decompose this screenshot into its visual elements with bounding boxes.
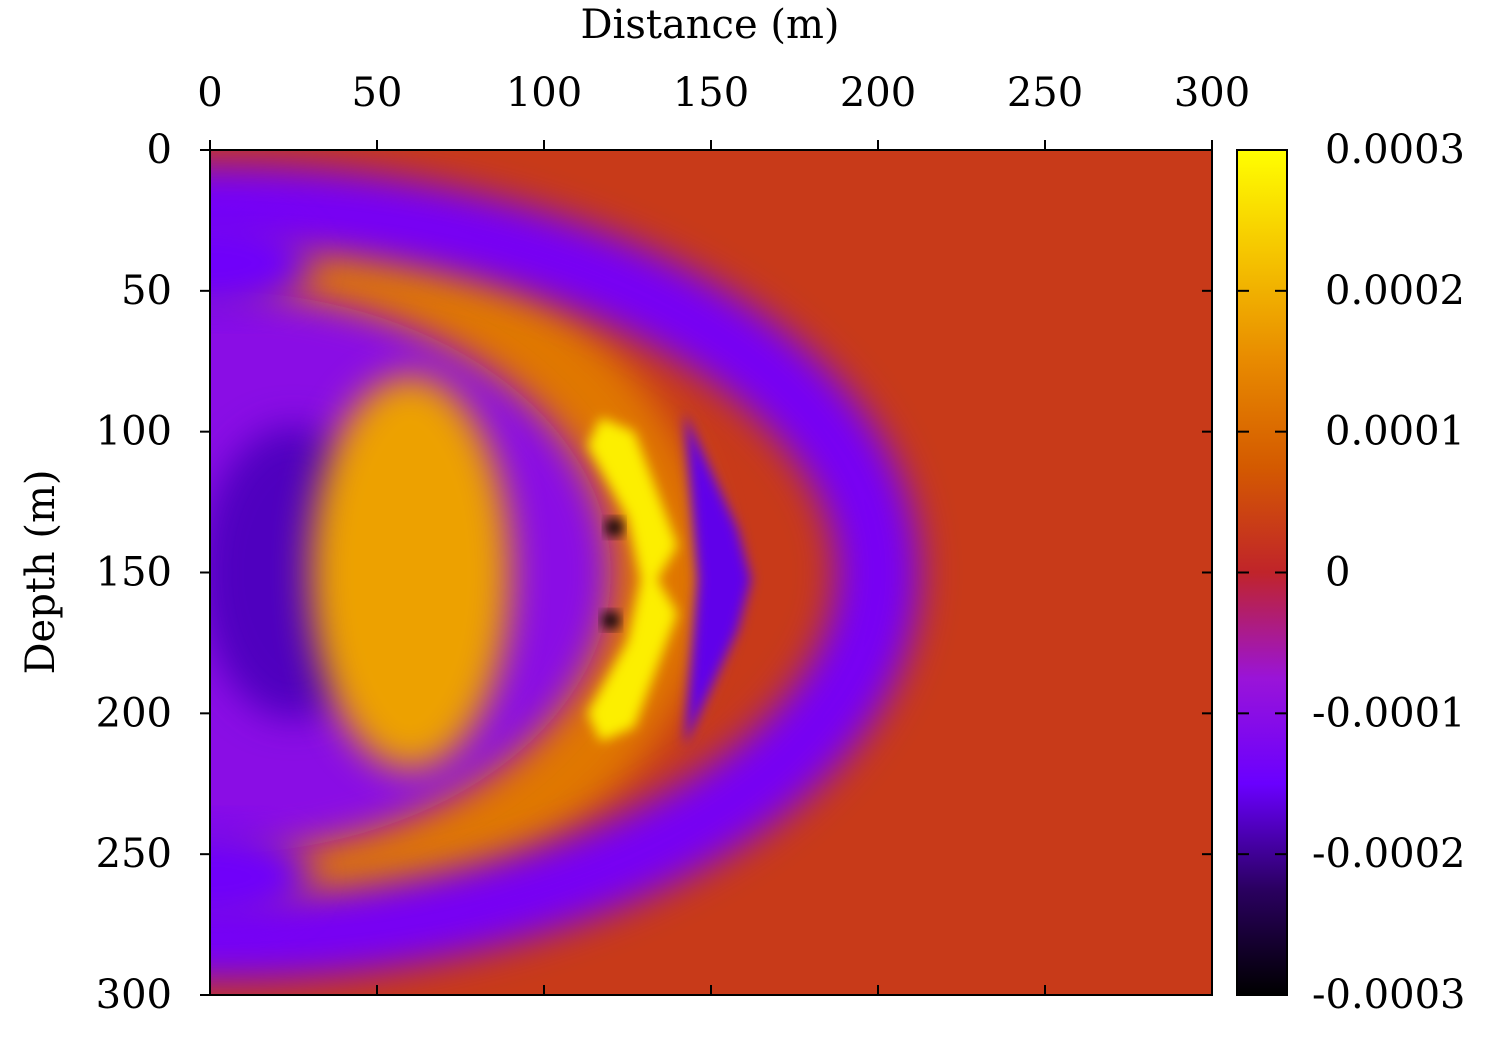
colorbar-tick-label: 0.0002 — [1325, 268, 1465, 314]
colorbar-tick-label: -0.0003 — [1312, 972, 1465, 1018]
colorbar-ticks: 0.0003 0.0002 0.0001 0 -0.0001 -0.0002 -0.0003 — [1237, 127, 1465, 1018]
heatmap-lobe-7 — [210, 826, 311, 928]
y-tick-label: 150 — [96, 550, 172, 596]
x-tick-label: 200 — [840, 70, 916, 116]
x-tick-label: 250 — [1007, 70, 1083, 116]
heatmap-scatter-point — [601, 611, 620, 630]
x-tick-label: 50 — [352, 70, 403, 116]
y-tick-label: 50 — [121, 268, 172, 314]
y-tick-label: 0 — [147, 127, 172, 173]
heatmap-ring-3 — [210, 164, 920, 981]
heatmap-lobe-6 — [210, 211, 311, 314]
colorbar-tick-label: -0.0002 — [1312, 831, 1465, 877]
colorbar-tick-label: -0.0001 — [1312, 690, 1465, 736]
heatmap-lobe-5 — [310, 375, 511, 770]
colorbar-tick-label: 0 — [1325, 550, 1350, 596]
x-axis-title: Distance (m) — [580, 2, 839, 48]
x-tick-label: 100 — [506, 70, 582, 116]
colorbar-tick-label: 0.0003 — [1325, 127, 1465, 173]
x-tick-label: 150 — [673, 70, 749, 116]
x-tick-label: 0 — [197, 70, 222, 116]
y-tick-label: 250 — [96, 831, 172, 877]
heatmap-plot-area — [210, 150, 1212, 995]
heatmap-scatter-point — [605, 518, 624, 537]
y-tick-label: 200 — [96, 690, 172, 736]
heatmap-diffractor-shadow — [684, 411, 752, 748]
x-axis-ticks: 0 50 100 150 200 250 300 — [197, 70, 1250, 995]
colorbar-tick-label: 0.0001 — [1325, 409, 1465, 455]
y-tick-label: 300 — [96, 972, 172, 1018]
y-axis-ticks: 0 50 100 150 200 250 300 — [96, 127, 1212, 1018]
y-tick-label: 100 — [96, 409, 172, 455]
colorbar: 0.0003 0.0002 0.0001 0 -0.0001 -0.0002 -0.0003 — [1236, 127, 1465, 1018]
x-tick-label: 300 — [1174, 70, 1250, 116]
heatmap-diffractor — [587, 417, 678, 742]
y-axis-title: Depth (m) — [18, 469, 64, 674]
